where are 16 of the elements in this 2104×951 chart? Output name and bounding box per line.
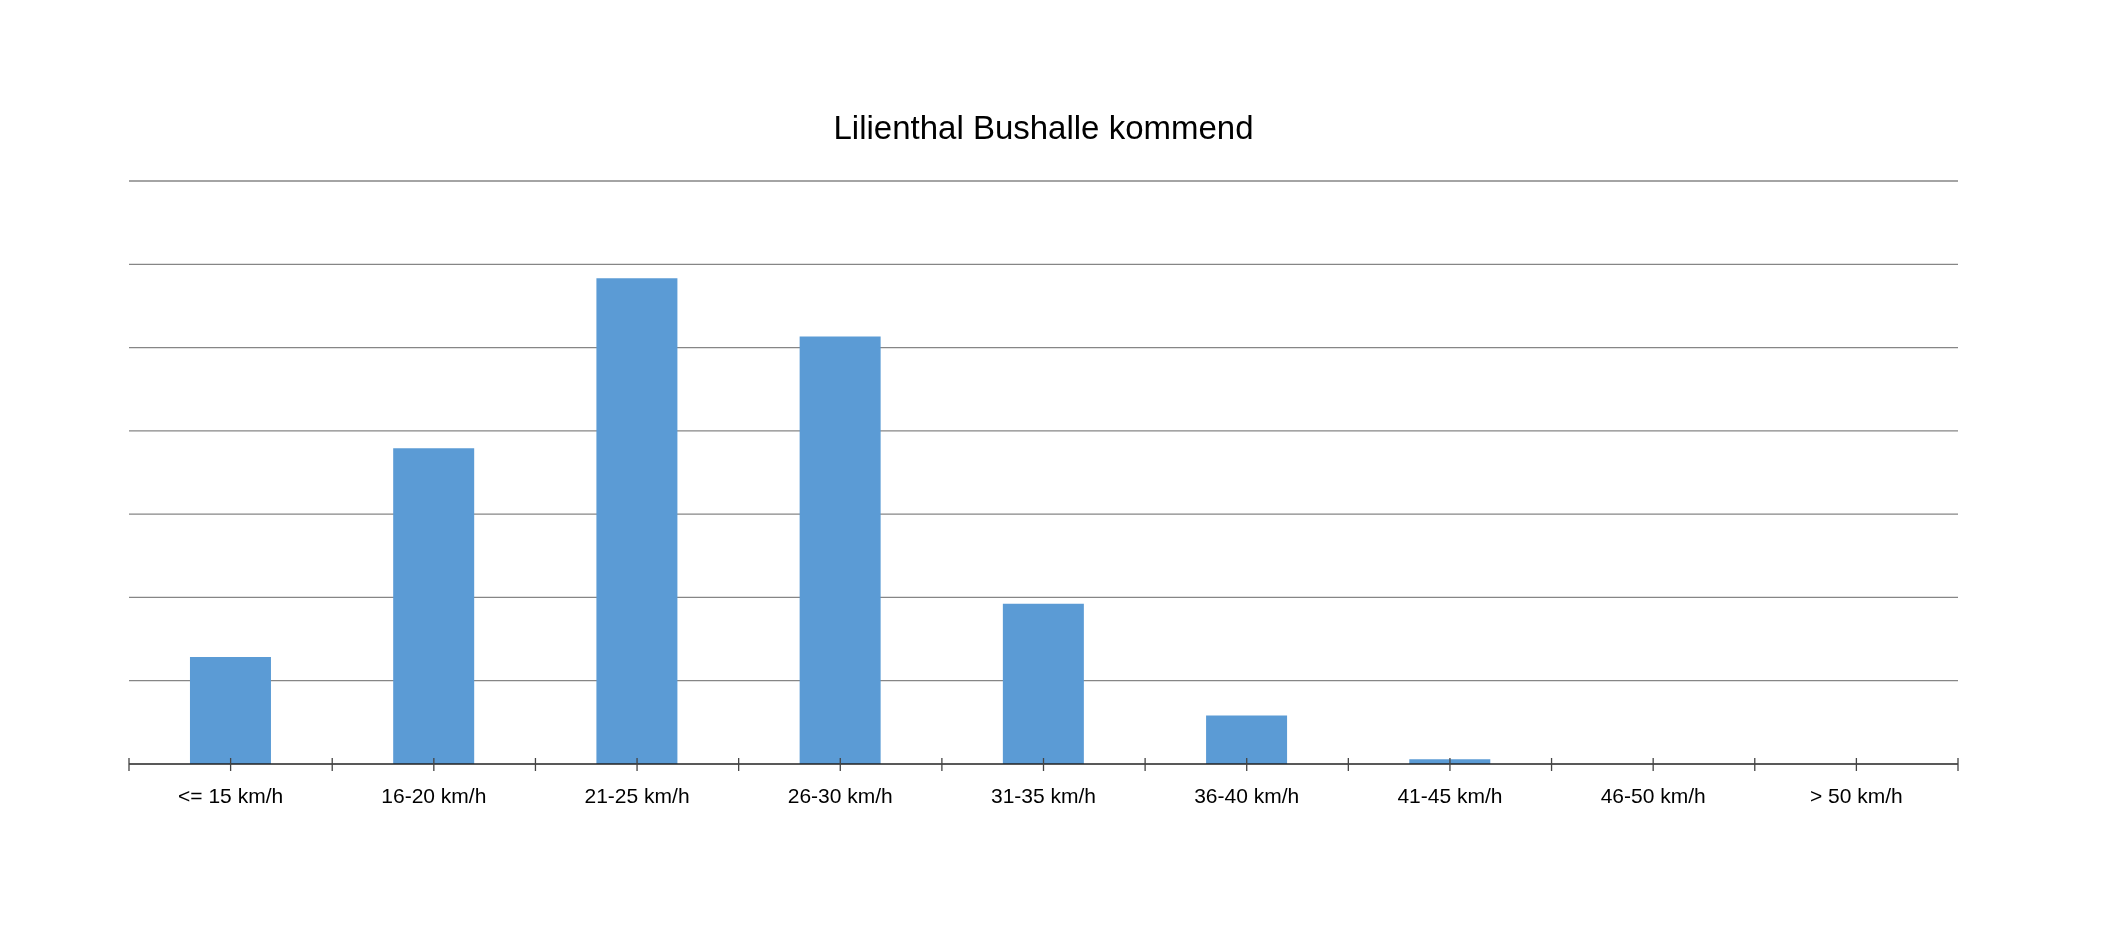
x-tick-label: <= 15 km/h (178, 783, 284, 807)
x-tick-label: 41-45 km/h (1397, 783, 1503, 807)
bar (189, 657, 271, 764)
bar (596, 278, 678, 764)
x-tick-label: 21-25 km/h (584, 783, 690, 807)
x-tick-label: > 50 km/h (1809, 783, 1903, 807)
bar (393, 448, 475, 764)
x-tick-label: 31-35 km/h (990, 783, 1097, 807)
x-tick-label: 26-30 km/h (787, 783, 893, 807)
x-tick-label: 36-40 km/h (1194, 783, 1300, 807)
x-tick-label: 46-50 km/h (1600, 783, 1706, 807)
chart-title: Lilienthal Bushalle kommend (832, 108, 1255, 148)
x-tick-label: 16-20 km/h (381, 783, 487, 807)
bar (1002, 603, 1084, 764)
bar (1206, 715, 1288, 764)
bar (799, 336, 881, 764)
